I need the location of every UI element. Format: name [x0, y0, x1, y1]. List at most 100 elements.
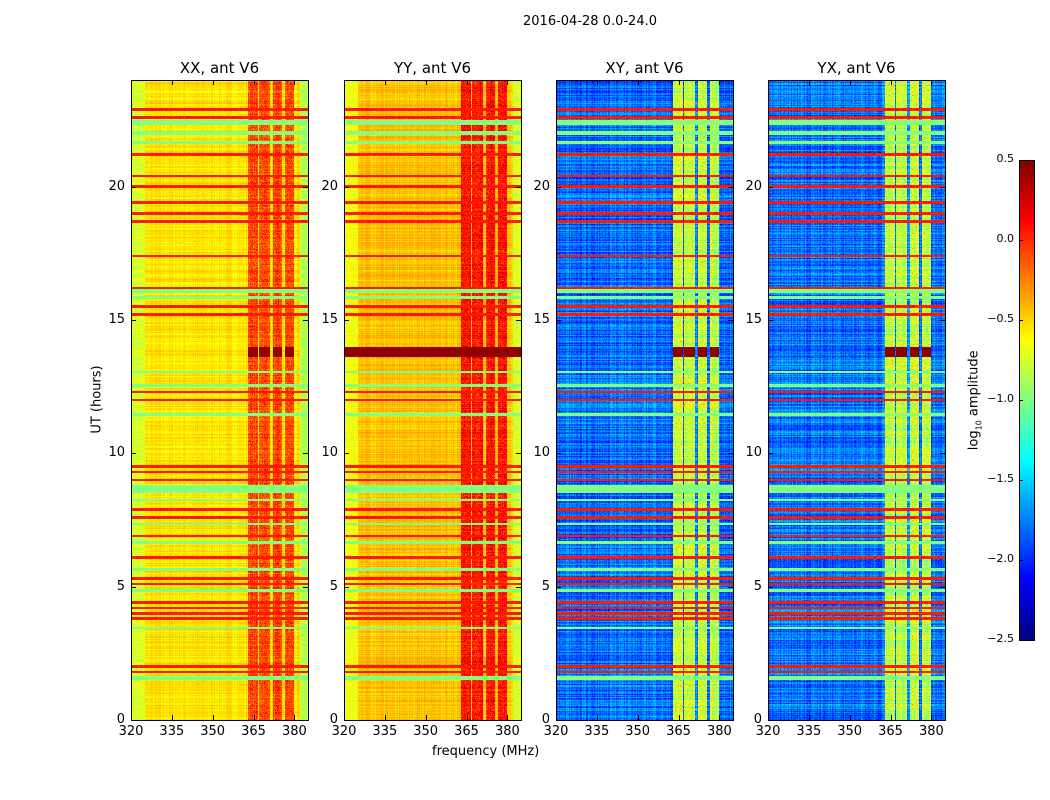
y-tick-mark [516, 720, 521, 721]
x-tick-label: 350 [837, 724, 863, 739]
y-tick-label: 15 [321, 312, 338, 327]
x-tick-mark [294, 80, 296, 85]
x-tick-label: 350 [625, 724, 651, 739]
x-tick-mark [849, 715, 851, 720]
y-tick-mark [303, 720, 308, 721]
colorbar-tick-mark [1019, 160, 1023, 161]
x-tick-mark [344, 715, 345, 720]
y-tick-mark [516, 453, 521, 455]
colorbar-tick-mark [1019, 480, 1023, 481]
y-tick-mark [556, 586, 561, 588]
heatmap-xy [556, 80, 733, 720]
y-tick-label: 20 [745, 178, 762, 194]
y-tick-label: 0 [541, 712, 550, 727]
y-tick-label: 0 [329, 712, 338, 727]
x-tick-mark [425, 715, 427, 720]
y-tick-label: 15 [533, 312, 550, 327]
y-tick-mark [556, 453, 561, 455]
x-axis-label: frequency (MHz) [432, 744, 540, 759]
colorbar-tick-label: −0.5 [987, 312, 1014, 325]
x-tick-mark [768, 715, 769, 720]
colorbar-tick-mark [1019, 240, 1023, 241]
y-tick-label: 5 [329, 578, 338, 594]
x-tick-mark [253, 715, 255, 720]
y-tick-label: 5 [753, 578, 762, 594]
x-tick-mark [596, 80, 598, 85]
colorbar-tick-mark [1019, 400, 1023, 401]
x-tick-mark [678, 715, 680, 720]
colorbar-tick-label: −2.0 [987, 552, 1014, 565]
y-tick-mark [940, 720, 945, 721]
y-tick-mark [303, 586, 308, 588]
x-tick-label: 335 [796, 724, 822, 739]
y-tick-mark [303, 320, 308, 321]
y-tick-mark [556, 720, 561, 721]
y-tick-mark [344, 186, 349, 188]
panel-title: YY, ant V6 [393, 59, 471, 77]
y-tick-mark [768, 720, 773, 721]
colorbar-tick-label: 0.0 [996, 232, 1015, 245]
y-tick-label: 10 [321, 445, 338, 461]
y-tick-mark [131, 186, 136, 188]
x-tick-mark [294, 715, 296, 720]
x-tick-label: 350 [413, 724, 439, 739]
y-tick-label: 0 [116, 712, 125, 727]
figure-title: 2016-04-28 0.0-24.0 [523, 14, 657, 29]
panel-title: XX, ant V6 [179, 59, 260, 77]
panel-title: XY, ant V6 [605, 59, 684, 77]
colorbar-tick-label: 0.5 [996, 152, 1015, 165]
y-tick-mark [728, 586, 733, 588]
y-tick-label: 5 [541, 578, 550, 594]
x-tick-mark [678, 80, 680, 85]
y-tick-mark [131, 453, 136, 455]
y-axis-label: UT (hours) [89, 365, 105, 434]
colorbar-tick-label: −1.5 [987, 472, 1014, 485]
y-tick-mark [728, 720, 733, 721]
x-tick-label: 365 [878, 724, 903, 739]
x-tick-mark [637, 715, 639, 720]
x-tick-mark [425, 80, 427, 85]
y-tick-label: 15 [745, 312, 762, 327]
x-tick-mark [131, 715, 132, 720]
y-tick-mark [516, 320, 521, 321]
y-tick-mark [940, 586, 945, 588]
y-tick-mark [344, 720, 349, 721]
heatmap-xx [131, 80, 308, 720]
x-tick-label: 320 [331, 724, 357, 739]
y-tick-label: 20 [533, 178, 550, 194]
heatmap-yy [344, 80, 521, 720]
y-tick-mark [303, 186, 308, 188]
y-tick-mark [131, 320, 136, 321]
colorbar [1019, 160, 1034, 640]
y-tick-mark [556, 186, 561, 188]
x-tick-mark [466, 715, 468, 720]
y-tick-mark [728, 320, 733, 321]
x-tick-label: 365 [241, 724, 266, 739]
x-tick-mark [466, 80, 468, 85]
x-tick-mark [596, 715, 598, 720]
y-tick-mark [344, 320, 349, 321]
x-tick-label: 380 [918, 724, 944, 739]
x-tick-mark [931, 715, 933, 720]
y-tick-mark [344, 586, 349, 588]
y-tick-mark [131, 720, 136, 721]
x-tick-mark [719, 80, 721, 85]
x-tick-mark [849, 80, 851, 85]
y-tick-mark [344, 453, 349, 455]
y-tick-mark [940, 320, 945, 321]
x-tick-mark [931, 80, 933, 85]
colorbar-tick-label: −1.0 [987, 392, 1014, 405]
x-tick-mark [768, 80, 769, 85]
panel-title: YX, ant V6 [817, 59, 896, 77]
heatmap-yx [768, 80, 945, 720]
x-tick-mark [890, 80, 892, 85]
x-tick-mark [808, 715, 810, 720]
x-tick-mark [637, 80, 639, 85]
x-tick-label: 365 [666, 724, 691, 739]
y-tick-mark [556, 320, 561, 321]
x-tick-mark [253, 80, 255, 85]
colorbar-tick-mark [1019, 320, 1023, 321]
y-tick-mark [516, 186, 521, 188]
x-tick-label: 335 [159, 724, 185, 739]
